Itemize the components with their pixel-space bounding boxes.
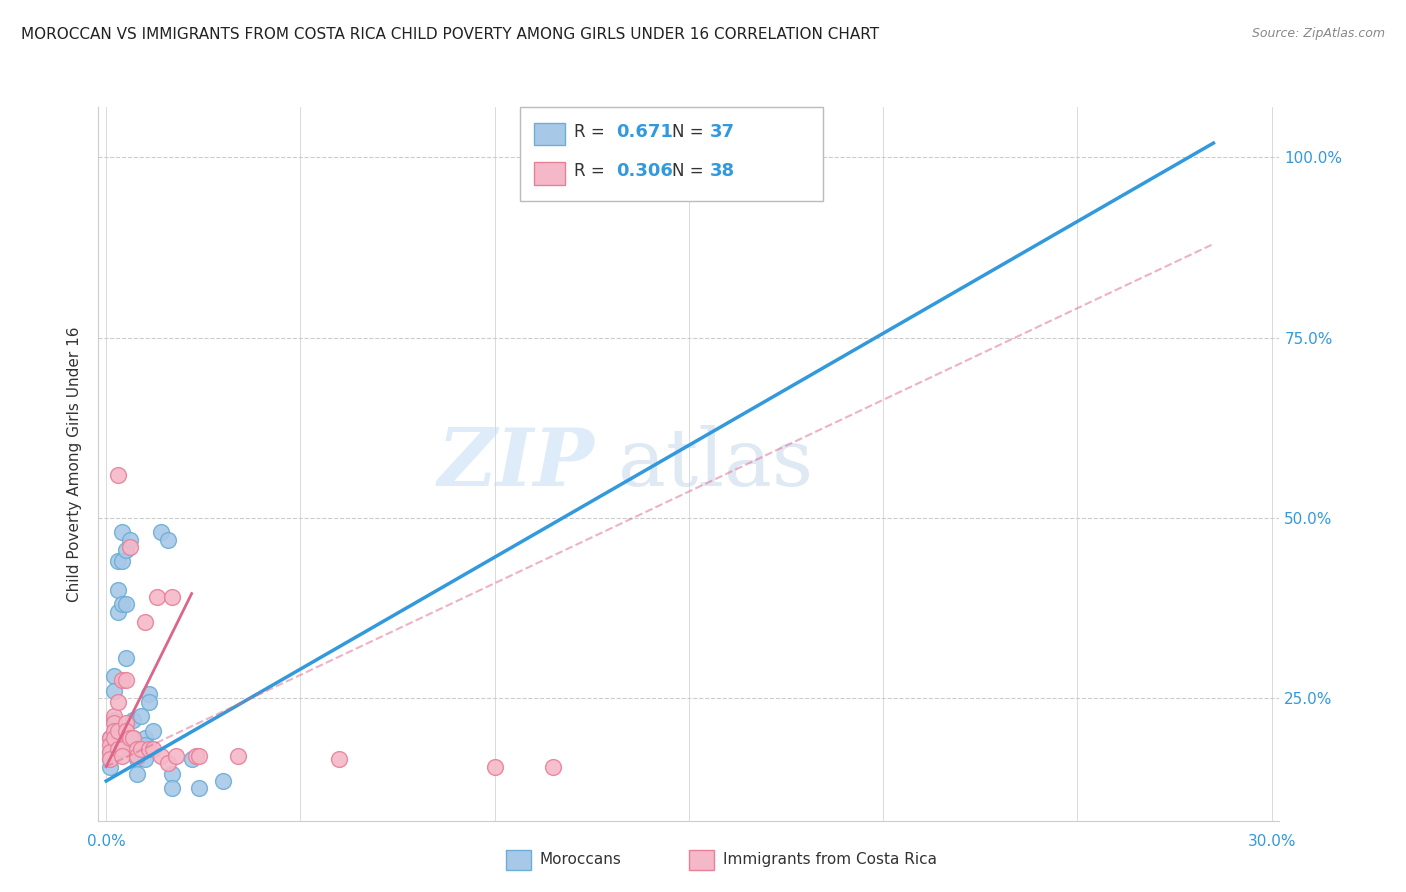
Point bbox=[162, 766, 183, 780]
Point bbox=[111, 673, 134, 687]
Point bbox=[142, 723, 165, 738]
Point bbox=[188, 748, 211, 763]
Point bbox=[114, 543, 136, 558]
Point bbox=[122, 731, 145, 745]
Text: 0.0%: 0.0% bbox=[87, 834, 125, 848]
Point bbox=[111, 741, 134, 756]
Text: ZIP: ZIP bbox=[437, 425, 595, 502]
Point bbox=[103, 709, 125, 723]
Point bbox=[157, 533, 180, 547]
Point bbox=[138, 688, 160, 702]
Point bbox=[184, 748, 207, 763]
Point bbox=[103, 684, 125, 698]
Point bbox=[98, 759, 121, 773]
Point bbox=[149, 748, 172, 763]
Point bbox=[114, 673, 136, 687]
Point bbox=[127, 741, 149, 756]
Point bbox=[107, 467, 129, 482]
Point bbox=[149, 525, 172, 540]
Point bbox=[103, 669, 125, 683]
Text: 0.306: 0.306 bbox=[616, 162, 672, 180]
Text: R =: R = bbox=[574, 123, 610, 141]
Point bbox=[111, 598, 134, 612]
Point bbox=[138, 741, 160, 756]
Point bbox=[111, 525, 134, 540]
Point bbox=[122, 731, 145, 745]
Point bbox=[157, 756, 180, 770]
Point bbox=[98, 752, 121, 766]
Point bbox=[98, 752, 121, 766]
Point bbox=[103, 723, 125, 738]
Point bbox=[107, 605, 129, 619]
Point bbox=[145, 590, 167, 604]
Point bbox=[226, 748, 249, 763]
Point bbox=[103, 731, 125, 745]
Text: Moroccans: Moroccans bbox=[540, 853, 621, 867]
Point bbox=[107, 741, 129, 756]
Text: atlas: atlas bbox=[619, 425, 813, 503]
Point bbox=[134, 615, 156, 630]
Text: Immigrants from Costa Rica: Immigrants from Costa Rica bbox=[723, 853, 936, 867]
Text: R =: R = bbox=[574, 162, 610, 180]
Point bbox=[162, 781, 183, 796]
Point bbox=[180, 752, 202, 766]
Text: N =: N = bbox=[672, 123, 709, 141]
Point bbox=[118, 731, 141, 745]
Point bbox=[98, 738, 121, 752]
Point bbox=[134, 752, 156, 766]
Point bbox=[134, 738, 156, 752]
Point bbox=[129, 709, 152, 723]
Point bbox=[98, 731, 121, 745]
Point bbox=[107, 582, 129, 597]
Point bbox=[98, 745, 121, 759]
Point bbox=[107, 554, 129, 568]
Point bbox=[118, 533, 141, 547]
Point bbox=[114, 716, 136, 731]
Point bbox=[122, 713, 145, 727]
Text: N =: N = bbox=[672, 162, 709, 180]
Text: 0.671: 0.671 bbox=[616, 123, 672, 141]
Point bbox=[211, 774, 233, 789]
Point bbox=[484, 759, 506, 773]
Text: 37: 37 bbox=[710, 123, 735, 141]
Text: 38: 38 bbox=[710, 162, 735, 180]
Point bbox=[114, 723, 136, 738]
Text: MOROCCAN VS IMMIGRANTS FROM COSTA RICA CHILD POVERTY AMONG GIRLS UNDER 16 CORREL: MOROCCAN VS IMMIGRANTS FROM COSTA RICA C… bbox=[21, 27, 879, 42]
Point bbox=[328, 752, 350, 766]
Point bbox=[541, 759, 564, 773]
Point bbox=[114, 598, 136, 612]
Point bbox=[98, 731, 121, 745]
Point bbox=[129, 741, 152, 756]
Point bbox=[134, 731, 156, 745]
Point bbox=[127, 752, 149, 766]
Text: Source: ZipAtlas.com: Source: ZipAtlas.com bbox=[1251, 27, 1385, 40]
Point bbox=[111, 748, 134, 763]
Text: 30.0%: 30.0% bbox=[1247, 834, 1296, 848]
Point bbox=[107, 695, 129, 709]
Point bbox=[111, 554, 134, 568]
Point bbox=[107, 723, 129, 738]
Point bbox=[103, 716, 125, 731]
Point bbox=[165, 748, 187, 763]
Point bbox=[122, 745, 145, 759]
Point bbox=[142, 741, 165, 756]
Point bbox=[188, 781, 211, 796]
Point bbox=[103, 713, 125, 727]
Point bbox=[138, 695, 160, 709]
Point bbox=[127, 748, 149, 763]
Point bbox=[114, 651, 136, 665]
Point bbox=[103, 731, 125, 745]
Point bbox=[127, 766, 149, 780]
Point bbox=[162, 590, 183, 604]
Point bbox=[98, 745, 121, 759]
Y-axis label: Child Poverty Among Girls Under 16: Child Poverty Among Girls Under 16 bbox=[67, 326, 83, 601]
Point bbox=[118, 540, 141, 554]
